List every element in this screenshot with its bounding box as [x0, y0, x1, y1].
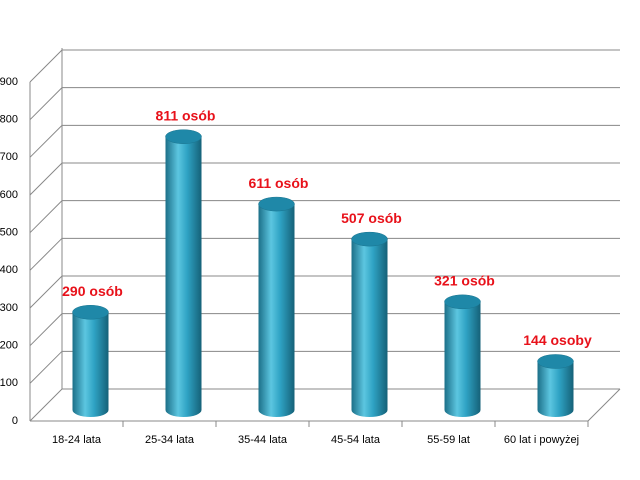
y-tick-label: 300 [0, 302, 18, 314]
grid-line [29, 313, 620, 347]
grid-line [29, 200, 620, 234]
bar-top [537, 354, 574, 369]
x-tick-label: 60 lat i powyżej [504, 434, 579, 446]
bar-top [351, 231, 388, 247]
bar [444, 301, 481, 417]
y-tick-label: 800 [0, 114, 18, 126]
data-label: 290 osób [62, 283, 123, 299]
x-tick-label: 45-54 lata [331, 434, 381, 446]
bar [537, 361, 574, 417]
grid-line [29, 49, 620, 83]
y-tick-label: 900 [0, 76, 18, 88]
bar [258, 204, 295, 417]
grid-line [29, 275, 620, 309]
y-tick-label: 100 [0, 377, 18, 389]
grid-line [29, 162, 620, 196]
bar [72, 312, 109, 417]
bar [165, 136, 202, 417]
floor-back-edge [29, 388, 620, 422]
grid-line [29, 124, 620, 158]
bar-top [165, 129, 202, 144]
grid-line [29, 237, 620, 271]
y-tick-label: 400 [0, 264, 18, 276]
data-label: 611 osób [249, 175, 309, 191]
data-label: 507 osób [341, 210, 402, 226]
grid-line [29, 350, 620, 384]
bar-top [72, 305, 109, 320]
x-tick-label: 55-59 lat [427, 434, 470, 446]
floor-right-edge [587, 388, 621, 422]
bar-top [444, 294, 481, 310]
data-label: 321 osób [434, 273, 495, 289]
y-tick-label: 600 [0, 189, 18, 201]
data-label: 144 osoby [523, 332, 592, 348]
bar-top [258, 196, 295, 212]
x-tick-label: 25-34 lata [145, 434, 195, 446]
y-tick-label: 500 [0, 227, 18, 239]
grid-line [29, 87, 620, 121]
y-tick-label: 200 [0, 340, 18, 352]
x-tick-label: 35-44 lata [238, 434, 288, 446]
y-tick-label: 0 [12, 415, 18, 427]
bar [351, 239, 388, 417]
x-tick-label: 18-24 lata [52, 434, 102, 446]
y-tick-label: 700 [0, 151, 18, 163]
data-label: 811 osób [156, 107, 216, 123]
